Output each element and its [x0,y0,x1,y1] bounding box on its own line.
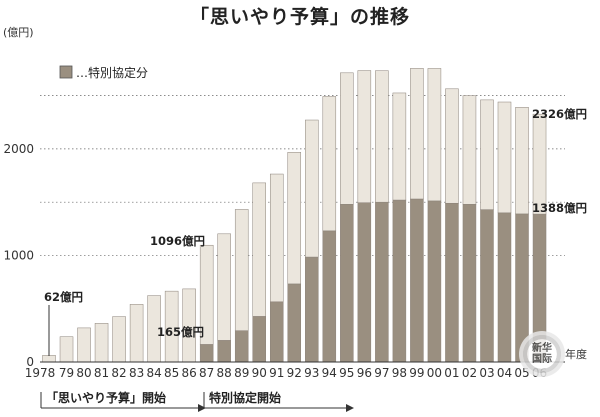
bar-other [375,70,389,203]
bar-other [515,107,529,215]
bar-other [480,99,494,210]
bar-other [392,92,407,201]
x-tick-label: 87 [199,366,214,380]
bar-special-agreement [340,204,354,363]
y-tick-label: 1000 [3,248,34,262]
bar-other [199,244,214,345]
bar-other [217,233,231,341]
x-tick-label: 83 [129,366,144,380]
annotation-last-total: 2326億円 [532,107,587,121]
bars-group [42,68,547,363]
annotation-last-special: 1388億円 [532,201,587,215]
x-tick-label: 97 [374,366,389,380]
bar-special-agreement [445,202,459,363]
legend-swatch [59,65,73,79]
x-tick-label: 90 [252,366,267,380]
x-tick-label: 92 [287,366,302,380]
legend-label: …特別協定分 [76,65,148,80]
bar-special-agreement [375,201,389,363]
x-tick-label: 79 [59,366,74,380]
bar-special-agreement [392,199,407,363]
x-tick-label: 96 [357,366,372,380]
bar-special-agreement [199,344,214,363]
x-tick-label: 03 [479,366,494,380]
bar-other [112,316,126,363]
x-tick-label: 98 [392,366,407,380]
chart-title: 「思いやり予算」の推移 [189,6,410,28]
x-tick-label: 04 [497,366,512,380]
x-tick-label: 89 [234,366,249,380]
bar-other [427,68,442,202]
y-tick-labels: 0 1000 2000 [3,142,34,369]
x-tick-label: 81 [94,366,109,380]
bar-other [42,355,56,363]
bar-other [532,113,547,215]
bar-special-agreement [322,230,337,363]
annotation-1987-total: 1096億円 [150,234,205,248]
bar-other [322,96,337,232]
bar-other [410,68,424,200]
x-tick-label: 99 [409,366,424,380]
bar-special-agreement [217,340,231,363]
period-special-arrow [203,392,354,412]
bar-special-agreement [410,198,424,363]
y-axis-unit: (億円) [3,26,34,39]
x-tick-label: 94 [322,366,337,380]
annotation-1987-special: 165億円 [157,325,204,339]
x-tick-label: 84 [146,366,161,380]
bar-special-agreement [480,209,494,363]
x-tick-label: 85 [164,366,179,380]
bar-special-agreement [269,301,284,363]
bar-special-agreement [234,330,249,363]
bar-other [129,304,144,363]
bar-other [287,152,302,285]
bar-other [497,101,512,214]
bar-other [305,119,319,258]
period-label-special: 特別協定開始 [209,390,281,405]
bar-special-agreement [462,204,477,363]
watermark-logo: 新华 国际 [519,331,565,377]
bar-other [234,209,249,331]
bar-special-agreement [497,212,512,363]
bar-special-agreement [357,202,372,363]
bar-special-agreement [252,316,266,363]
bar-other [357,70,372,203]
x-tick-label: 95 [339,366,354,380]
bar-other [445,88,459,204]
period-label-omoiyari: 「思いやり予算」開始 [46,390,166,405]
x-tick-label: 91 [269,366,284,380]
bar-special-agreement [427,200,442,363]
x-tick-label: 1978 [25,366,56,380]
watermark-line2: 国际 [532,354,552,365]
bar-other [94,323,109,363]
x-tick-label: 86 [182,366,197,380]
x-tick-label: 01 [444,366,459,380]
bar-special-agreement [287,283,302,363]
annotation-first-year: 62億円 [44,290,83,304]
x-tick-label: 88 [217,366,232,380]
x-tick-labels: 1978 79 80 81 82 83 84 85 86 87 88 89 90 91 92 93 94 95 96… [25,366,547,380]
x-tick-label: 02 [462,366,477,380]
y-tick-label: 0 [26,355,34,369]
x-tick-label: 00 [427,366,442,380]
bar-other [252,182,266,317]
grid-lines [40,95,565,256]
bar-other [77,327,91,363]
x-tick-label: 80 [76,366,91,380]
y-tick-label: 2000 [3,142,34,156]
bar-other [340,72,354,205]
bar-other [462,95,477,205]
x-tick-label: 82 [111,366,126,380]
bar-other [59,336,74,363]
bar-special-agreement [305,256,319,363]
x-tick-label: 93 [304,366,319,380]
period-start-arrow [40,392,206,412]
x-axis-unit: 年度 [565,347,587,361]
bar-other [269,173,284,303]
watermark-line1: 新华 [532,343,552,354]
